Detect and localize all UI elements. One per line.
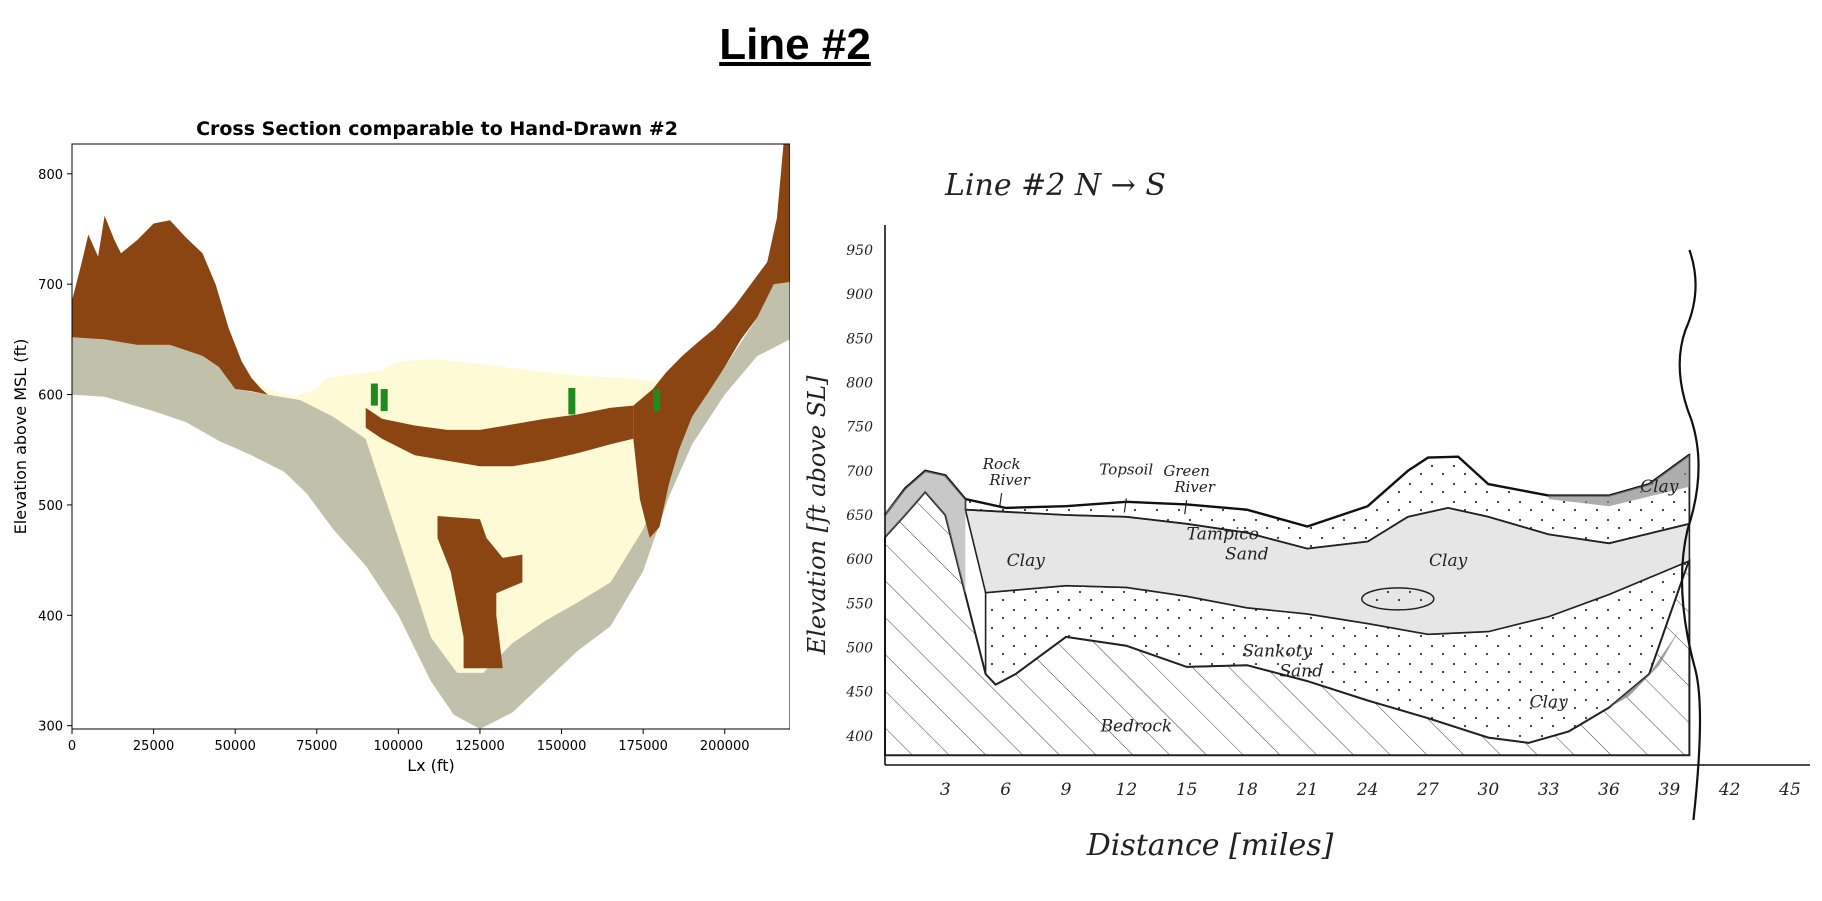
sketch-x-tick-label: 27 — [1416, 780, 1439, 800]
x-tick-label: 25000 — [133, 739, 174, 754]
x-tick-label: 50000 — [215, 739, 256, 754]
y-tick-label: 400 — [38, 609, 63, 624]
sketch-x-tick-label: 15 — [1176, 780, 1198, 800]
lower-clay-body — [437, 516, 523, 669]
x-tick-label: 100000 — [374, 739, 424, 754]
sketch-x-tick-label: 39 — [1659, 780, 1681, 800]
right-clay-layer — [633, 144, 790, 538]
sketch-y-tick-label: 500 — [846, 641, 873, 657]
sketch-layer-label: Clay — [1429, 551, 1468, 571]
sketch-y-tick-label: 550 — [846, 596, 873, 612]
sketch-axes: 3 6 9 12 15 18 21 24 27 30 33 36 39 42 459509008508007… — [845, 225, 1810, 800]
model-cross-section-chart: Cross Section comparable to Hand-Drawn #… — [11, 118, 791, 775]
sketch-right-border — [1678, 249, 1702, 821]
well-marker — [370, 383, 378, 406]
x-tick-label: 125000 — [455, 739, 505, 754]
y-tick-label: 800 — [38, 168, 63, 183]
y-tick-label: 500 — [38, 499, 63, 514]
sketch-annotation-arrow — [999, 493, 1003, 508]
sketch-x-tick-label: 9 — [1061, 780, 1072, 800]
sketch-labels: Rock River Topsoil Green River Clay Tampico San… — [982, 455, 1679, 736]
sketch-y-axis-label: Elevation [ft above SL] — [803, 375, 831, 656]
sketch-x-tick-label: 30 — [1478, 780, 1500, 800]
sketch-y-tick-label: 800 — [846, 376, 873, 392]
y-tick-label: 600 — [38, 389, 63, 404]
sketch-x-axis-label: Distance [miles] — [1086, 828, 1334, 863]
x-tick-label: 75000 — [296, 739, 337, 754]
sketch-y-tick-label: 650 — [846, 508, 873, 524]
x-tick-label: 150000 — [537, 739, 587, 754]
sketch-x-tick-label: 12 — [1116, 780, 1138, 800]
sketch-y-tick-label: 600 — [846, 552, 873, 568]
plot-area — [72, 144, 790, 729]
y-axis-label: Elevation above MSL (ft) — [11, 339, 30, 535]
y-tick-label: 300 — [38, 720, 63, 735]
sketch-y-tick-label: 900 — [846, 287, 873, 303]
sketch-annotation-arrow — [1123, 498, 1127, 513]
sketch-layer-label: Tampico Sand — [1187, 525, 1269, 565]
sketch-x-tick-label: 21 — [1296, 780, 1319, 800]
sketch-x-tick-label: 3 — [940, 780, 951, 800]
middle-clay-layer — [365, 405, 634, 467]
sketch-annotation: Topsoil — [1099, 460, 1153, 478]
x-axis-label: Lx (ft) — [407, 756, 455, 775]
sketch-y-tick-label: 850 — [846, 331, 873, 347]
x-tick-label: 175000 — [618, 739, 668, 754]
sketch-annotation: Rock River — [982, 455, 1031, 489]
sketch-y-tick-label: 750 — [846, 420, 873, 436]
sketch-left-clay — [885, 470, 966, 595]
sketch-x-tick-label: 6 — [1000, 780, 1011, 800]
x-axis: 0 25000 50000 75000 100000 125000 150000 175000… — [68, 729, 750, 754]
chart-title: Cross Section comparable to Hand-Drawn #… — [196, 118, 678, 140]
sketch-layer-label: Clay — [1640, 477, 1679, 497]
sketch-x-tick-label: 36 — [1598, 780, 1620, 800]
model-cross-section-panel: Cross Section comparable to Hand-Drawn #… — [0, 95, 791, 895]
sketch-y-tick-label: 450 — [845, 685, 873, 701]
sketch-y-tick-label: 700 — [846, 464, 873, 480]
sketch-layer-label: Bedrock — [1100, 716, 1173, 736]
sketch-x-tick-label: 18 — [1236, 780, 1258, 800]
sketch-x-tick-label: 42 — [1718, 780, 1741, 800]
bedrock-layer — [72, 282, 790, 729]
y-tick-label: 700 — [38, 278, 63, 293]
sketch-x-tick-label: 24 — [1356, 780, 1379, 800]
upper-clay-layer — [72, 215, 268, 395]
hand-drawn-cross-section: Line #2 N → S 3 6 9 12 15 18 21 24 27 30 33 36 39 42 4… — [803, 168, 1810, 863]
sketch-x-tick-label: 45 — [1778, 780, 1801, 800]
sketch-y-tick-label: 950 — [846, 243, 873, 259]
x-tick-label: 200000 — [700, 739, 750, 754]
sketch-sand-lens — [1361, 587, 1435, 611]
sketch-layer-label: Clay — [1530, 693, 1569, 713]
sketch-layer-label: Sankoty Sand — [1242, 641, 1323, 681]
sketch-upper-right-clay — [1548, 454, 1690, 507]
well-marker — [653, 389, 661, 412]
sketch-annotation: Green River — [1163, 462, 1215, 496]
sketch-layers — [884, 249, 1702, 821]
well-marker — [380, 389, 388, 412]
sketch-title: Line #2 N → S — [944, 168, 1166, 203]
sketch-layer-label: Clay — [1007, 551, 1046, 571]
sketch-x-tick-label: 33 — [1538, 780, 1560, 800]
well-marker — [568, 387, 576, 415]
x-tick-label: 0 — [68, 739, 76, 754]
sketch-annotation-arrow — [1184, 500, 1188, 515]
sketch-surface — [884, 453, 1691, 528]
page-title: Line #2 — [719, 20, 871, 69]
y-axis: 300 400 500 600 700 800 — [38, 168, 72, 735]
hand-drawn-section-panel: Line #2 N → S 3 6 9 12 15 18 21 24 27 30 33 36 39 42 4… — [790, 155, 1822, 896]
sketch-y-tick-label: 400 — [845, 729, 873, 745]
